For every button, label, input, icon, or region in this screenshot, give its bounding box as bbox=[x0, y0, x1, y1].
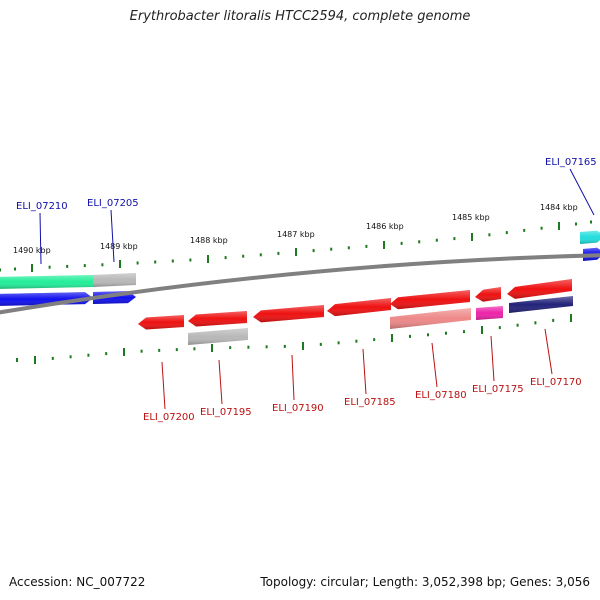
gene-eli-07180-leader-line bbox=[431, 342, 438, 388]
block-red-6-shading bbox=[475, 287, 501, 302]
block-aqua-1-shading bbox=[0, 275, 93, 289]
block-red-6 bbox=[475, 287, 501, 302]
tick-label: 1490 kbp bbox=[13, 246, 51, 255]
block-magenta-1-shading bbox=[476, 306, 503, 320]
tick-label: 1484 kbp bbox=[540, 203, 578, 212]
block-navy-1 bbox=[509, 296, 573, 313]
block-aqua-1 bbox=[0, 275, 93, 289]
gene-eli-07200-leader-line bbox=[161, 361, 166, 410]
block-red-7-shading bbox=[507, 279, 572, 299]
block-red-5-shading bbox=[390, 290, 470, 310]
map-title: Erythrobacter litoralis HTCC2594, comple… bbox=[129, 9, 471, 24]
gene-eli-07205-leader-line bbox=[110, 209, 115, 263]
gene-eli-07190-label[interactable]: ELI_07190 bbox=[272, 403, 324, 414]
gene-eli-07210-label[interactable]: ELI_07210 bbox=[16, 201, 68, 212]
tick-label: 1489 kbp bbox=[100, 242, 138, 251]
tick-label: 1486 kbp bbox=[366, 222, 404, 231]
gene-eli-07175-label[interactable]: ELI_07175 bbox=[472, 384, 524, 395]
gene-eli-07200-label[interactable]: ELI_07200 bbox=[143, 412, 195, 423]
ruler-ticks: 1490 kbp 1489 kbp 1488 kbp 1487 kbp 1486 kbp… bbox=[0, 203, 592, 364]
gene-eli-07205-label[interactable]: ELI_07205 bbox=[87, 198, 139, 209]
gene-eli-07185-label[interactable]: ELI_07185 bbox=[344, 397, 396, 408]
block-red-3 bbox=[253, 305, 324, 323]
summary-text: Topology: circular; Length: 3,052,398 bp… bbox=[260, 575, 590, 589]
block-red-4 bbox=[327, 298, 391, 317]
block-red-4-shading bbox=[327, 298, 391, 317]
gene-eli-07180-label[interactable]: ELI_07180 bbox=[415, 390, 467, 401]
feature-labels: ELI_07210 ELI_07205 ELI_07165 ELI_07200 ELI_… bbox=[16, 157, 597, 423]
tick-label: 1487 kbp bbox=[277, 230, 315, 239]
block-cyan-1 bbox=[580, 230, 600, 244]
block-red-5 bbox=[390, 290, 470, 310]
gene-eli-07170-leader-line bbox=[544, 328, 553, 375]
gene-eli-07210-leader-line bbox=[39, 212, 42, 265]
block-pink-1-shading bbox=[390, 308, 471, 329]
block-pink-1 bbox=[390, 308, 471, 329]
block-gray-1-shading bbox=[93, 273, 136, 287]
accession-text: Accession: NC_007722 bbox=[9, 575, 146, 589]
block-gray-2-shading bbox=[188, 328, 248, 345]
block-magenta-1 bbox=[476, 306, 503, 320]
gene-eli-07175-leader-line bbox=[490, 335, 495, 382]
block-red-1 bbox=[138, 315, 184, 330]
block-red-3-shading bbox=[253, 305, 324, 323]
gene-eli-07185-leader-line bbox=[362, 348, 367, 395]
block-red-2 bbox=[188, 311, 247, 327]
block-cyan-1-shading bbox=[580, 230, 600, 244]
block-red-1-shading bbox=[138, 315, 184, 330]
block-red-2-shading bbox=[188, 311, 247, 327]
gene-eli-07195-label[interactable]: ELI_07195 bbox=[200, 407, 252, 418]
block-gray-2 bbox=[188, 328, 248, 345]
feature-tracks bbox=[0, 230, 600, 345]
gene-eli-07195-leader-line bbox=[218, 359, 223, 405]
gene-eli-07165-label[interactable]: ELI_07165 bbox=[545, 157, 597, 168]
gene-eli-07165-leader-line bbox=[569, 168, 595, 216]
gene-eli-07170-label[interactable]: ELI_07170 bbox=[530, 377, 582, 388]
block-navy-1-shading bbox=[509, 296, 573, 313]
block-gray-1 bbox=[93, 273, 136, 287]
genome-backbone bbox=[0, 253, 600, 315]
tick-label: 1485 kbp bbox=[452, 213, 490, 222]
gene-eli-07190-leader-line bbox=[291, 354, 295, 401]
tick-label: 1488 kbp bbox=[190, 236, 228, 245]
block-red-7 bbox=[507, 279, 572, 299]
